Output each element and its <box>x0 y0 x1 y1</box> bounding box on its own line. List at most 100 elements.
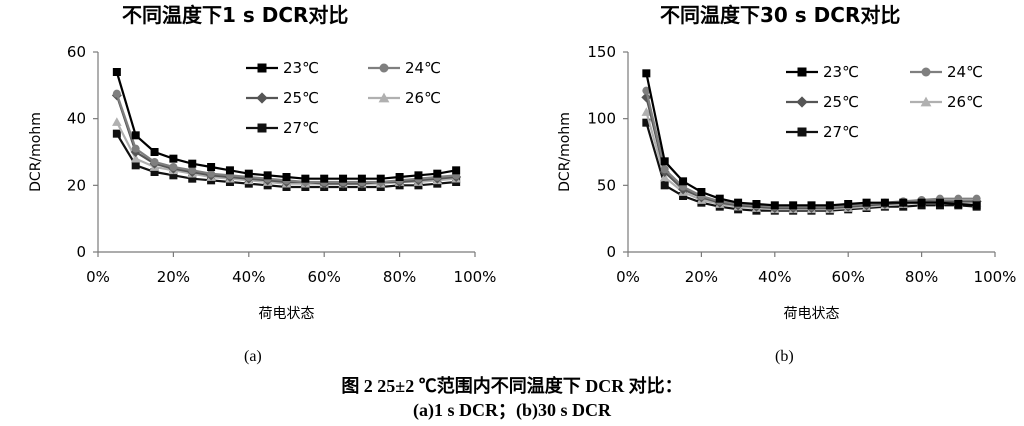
chart-b-series-5-point <box>660 181 669 190</box>
chart-a-y-tick-label: 20 <box>67 176 86 194</box>
chart-a-series-1-point <box>131 131 140 140</box>
chart-b-x-tick-label: 0% <box>616 268 640 286</box>
chart-a-y-tick-label: 60 <box>67 43 86 61</box>
chart-b-legend-label: 26℃ <box>947 93 983 111</box>
chart-b-series-1-point <box>880 198 889 207</box>
chart-a-legend-swatch-marker <box>257 123 267 133</box>
chart-b-legend-swatch-marker <box>921 67 931 77</box>
chart-b-series-1-point <box>917 198 926 207</box>
chart-b-series-1-point <box>715 194 724 203</box>
chart-b-series-2-point <box>972 194 981 203</box>
figure-caption-line1: 图 2 25±2 ℃范围内不同温度下 DCR 对比： <box>341 376 683 396</box>
chart-a-legend: 23℃ 24℃ 25℃ 26℃ 27℃ <box>246 59 441 137</box>
chart-a-y-axis-label: DCR/mohm <box>28 112 44 192</box>
chart-b-series-1-point <box>807 201 816 210</box>
chart-b-series-1-point <box>679 177 688 186</box>
chart-a-series-1-point <box>150 148 159 156</box>
chart-a-legend-label: 23℃ <box>283 59 319 77</box>
chart-a-series-1-point <box>339 174 348 183</box>
chart-a-legend-label: 24℃ <box>405 59 441 77</box>
chart-b-legend-item: 25℃ <box>786 93 859 111</box>
chart-a-legend-item: 24℃ <box>368 59 441 77</box>
chart-a-series-1-point <box>357 174 366 183</box>
chart-a-legend-swatch-marker <box>378 92 390 103</box>
chart-a-x-tick-label: 0% <box>86 268 110 286</box>
chart-b-series-1-point <box>935 198 944 207</box>
chart-a-series-5-point <box>150 168 159 176</box>
chart-b-x-tick-label: 20% <box>685 268 718 286</box>
chart-a-legend-item: 26℃ <box>368 89 441 107</box>
chart-b-series-1-point <box>899 198 908 207</box>
chart-a-series-1-point <box>207 163 216 171</box>
chart-b-legend-label: 24℃ <box>947 63 983 81</box>
chart-a-series-1-point <box>282 173 291 181</box>
chart-b-series-2-point <box>642 86 651 95</box>
chart-a-series-1-point <box>301 174 310 183</box>
chart-b-series-1-point <box>972 201 981 210</box>
chart-b-x-tick-label: 40% <box>758 268 791 286</box>
chart-b-y-tick-label: 100 <box>587 110 616 128</box>
chart-b-series-1 <box>642 69 981 210</box>
chart-a-series-2-point <box>112 89 121 98</box>
chart-b-legend-item: 26℃ <box>910 93 983 111</box>
chart-a-legend-item: 23℃ <box>246 59 319 77</box>
chart-a-series-2-point <box>169 163 178 171</box>
chart-b-y-tick-label: 150 <box>587 43 616 61</box>
chart-a-legend-swatch-marker <box>257 63 267 73</box>
chart-b-legend: 23℃ 24℃ 25℃ 26℃ 27℃ <box>786 63 983 141</box>
chart-a-x-tick-label: 100% <box>454 268 497 286</box>
chart-b-series-1-point <box>770 201 779 210</box>
chart-b-series-1-point <box>789 201 798 210</box>
chart-b-y-axis-label: DCR/mohm <box>557 112 573 192</box>
chart-b-series-1-point <box>844 200 853 208</box>
chart-b-y-tick-label: 0 <box>606 243 616 261</box>
subfigure-label-a: (a) <box>244 348 262 365</box>
chart-b-legend-swatch-marker <box>797 67 807 77</box>
chart-a-series-1-point <box>188 159 197 168</box>
chart-a-series-5-point <box>169 171 178 180</box>
chart-a-series-1-point <box>414 171 423 180</box>
chart-b-series-1-point <box>642 69 651 78</box>
chart-a-series-1-point <box>376 174 385 183</box>
chart-a-title: 不同温度下1 s DCR对比 <box>122 3 348 27</box>
chart-b-series-1-point <box>734 198 743 207</box>
chart-b-series-1-point <box>862 198 871 207</box>
chart-a-series-1-point <box>244 169 253 178</box>
chart-a-legend-swatch-marker <box>379 63 389 73</box>
chart-a-series-5-point <box>131 161 140 170</box>
chart-a-legend-item: 27℃ <box>246 119 319 137</box>
subfigure-label-b: (b) <box>775 348 794 365</box>
chart-a-series-4-point <box>130 153 141 163</box>
chart-a-x-tick-label: 60% <box>308 268 341 286</box>
chart-b-series-1-point <box>752 200 761 208</box>
chart-b-x-tick-label: 100% <box>974 268 1017 286</box>
chart-a-series-5-point <box>188 174 197 183</box>
chart-a-series-1-point <box>320 174 329 183</box>
chart-a-series-1-point <box>263 171 272 180</box>
chart-a-series-1-point <box>433 169 442 178</box>
chart-b-series-4-point <box>641 107 652 116</box>
figure: 不同温度下1 s DCR对比 0 20 40 60 0% 20% 40% 60% 80% 100% 荷… <box>28 3 1016 322</box>
chart-a-x-axis-label: 荷电状态 <box>259 306 315 322</box>
chart-b-series-4 <box>641 107 982 214</box>
chart-a-y-tick-label: 0 <box>76 243 86 261</box>
chart-b-x-tick-label: 80% <box>905 268 938 286</box>
chart-a-series-2-point <box>207 169 216 178</box>
figure-caption-line2: (a)1 s DCR；(b)30 s DCR <box>413 400 611 420</box>
chart-b-legend-label: 23℃ <box>823 63 859 81</box>
chart-b-series-1-point <box>825 201 834 210</box>
chart-a-series-2-point <box>188 166 197 175</box>
chart-b-series-5-point <box>679 192 688 200</box>
chart-b-legend-label: 25℃ <box>823 93 859 111</box>
chart-b-series-1-point <box>660 157 669 166</box>
chart-b-x-axis-label: 荷电状态 <box>784 306 840 322</box>
chart-b-legend-item: 27℃ <box>786 123 859 141</box>
chart-b-legend-label: 27℃ <box>823 123 859 141</box>
chart-a-series-3-line <box>115 94 457 185</box>
chart-a-series-1-point <box>225 166 234 175</box>
chart-a-series-1-point <box>452 166 461 175</box>
chart-b-series-2-point <box>660 165 669 174</box>
chart-a-series-1-point <box>169 154 178 163</box>
chart-b-legend-swatch-marker <box>920 96 932 107</box>
chart-b: 不同温度下30 s DCR对比 0 50 100 150 0% 20% 40% 60% 80% 10… <box>557 3 1016 322</box>
